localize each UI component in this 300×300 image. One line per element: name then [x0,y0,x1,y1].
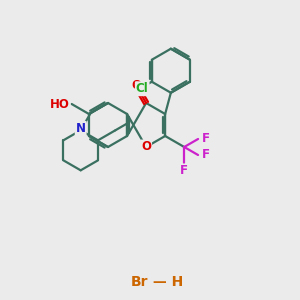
Text: HO: HO [50,98,70,110]
Text: O: O [131,79,141,92]
Text: Br: Br [130,275,148,289]
Text: Cl: Cl [136,82,148,95]
Text: O: O [141,140,151,154]
Text: N: N [76,122,86,135]
Text: F: F [202,148,210,161]
Text: F: F [202,133,210,146]
Text: — H: — H [148,275,183,289]
Text: F: F [180,164,188,178]
